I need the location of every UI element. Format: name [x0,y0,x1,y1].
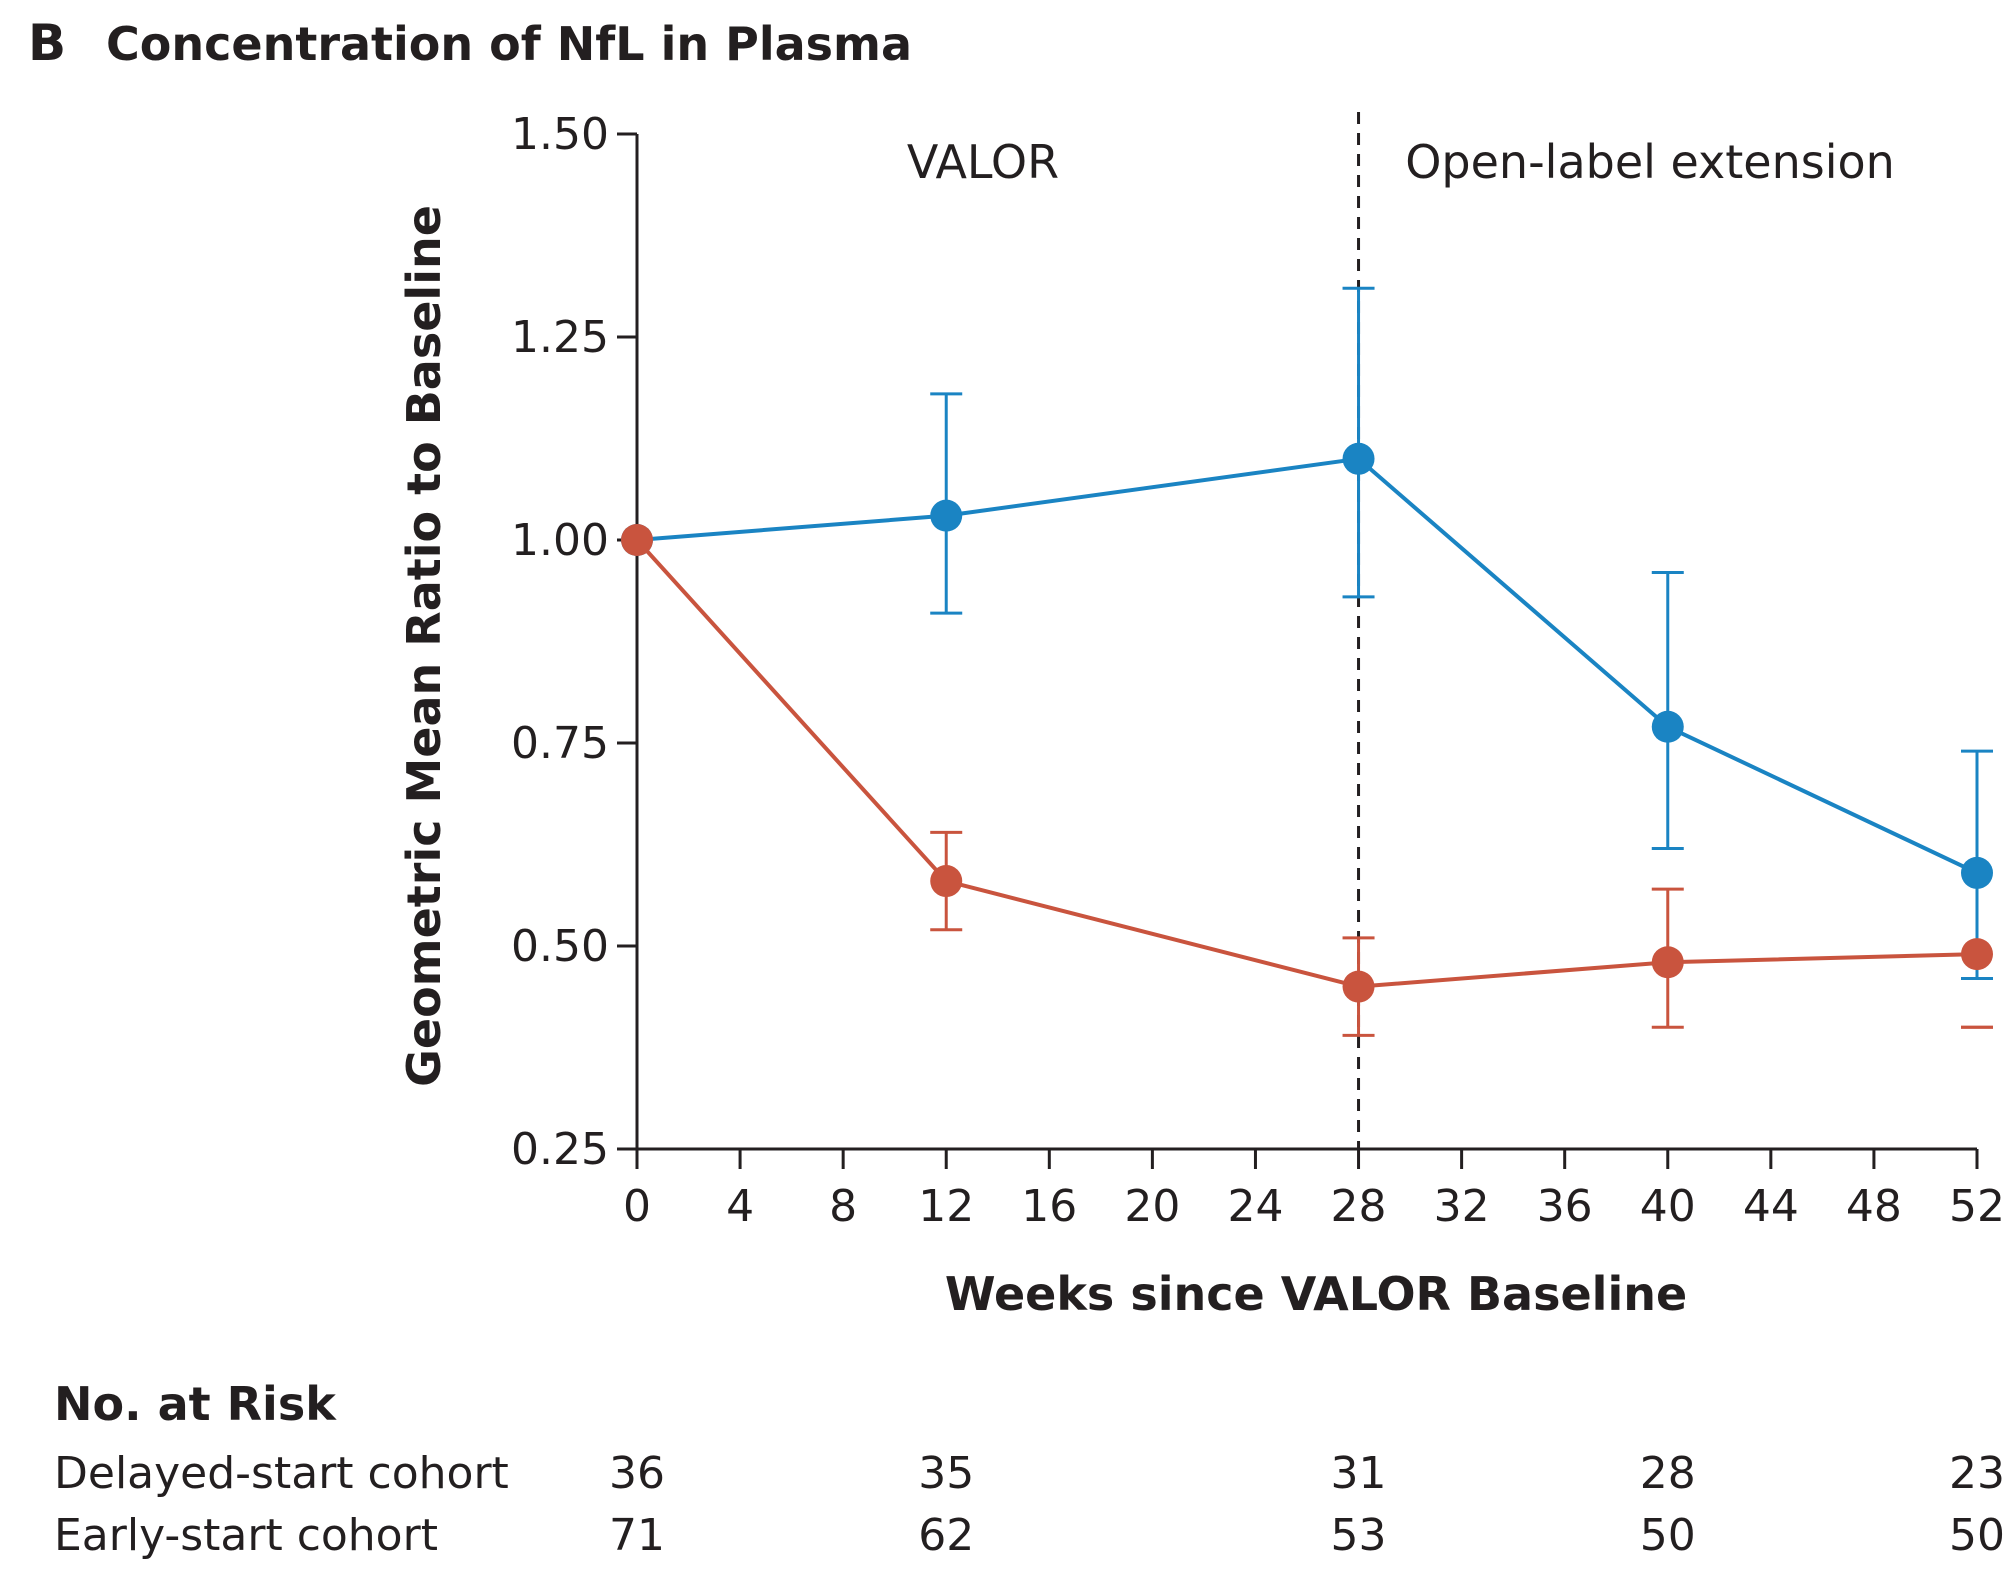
risk-value-delayed: 35 [918,1448,974,1499]
y-tick-label: 0.50 [511,921,609,972]
region-label-open-label: Open-label extension [1405,135,1895,189]
data-point-delayed [930,499,963,532]
data-point-early [1961,938,1993,971]
risk-value-early: 62 [918,1510,974,1561]
data-point-early [1342,970,1375,1003]
data-point-delayed [1651,710,1684,743]
risk-value-early: 53 [1331,1510,1387,1561]
chart-title: Concentration of NfL in Plasma [106,17,912,71]
data-point-early [1651,946,1684,979]
series-line-early [635,538,1978,989]
x-tick-label: 32 [1434,1181,1490,1232]
x-tick-label: 12 [918,1181,974,1232]
risk-row-label-delayed: Delayed-start cohort [54,1448,509,1499]
y-tick-label: 1.00 [511,515,609,566]
data-point-delayed [1961,856,1993,889]
x-tick-label: 20 [1124,1181,1180,1232]
x-tick-label: 28 [1331,1181,1387,1232]
risk-value-early: 50 [1949,1510,2005,1561]
series-line-delayed [636,456,1978,875]
risk-value-delayed: 36 [609,1448,665,1499]
region-label-valor: VALOR [907,135,1059,189]
x-tick-label: 48 [1846,1181,1902,1232]
risk-value-delayed: 23 [1949,1448,2005,1499]
x-tick-label: 0 [623,1181,651,1232]
series-delayed [621,286,1993,980]
y-tick-label: 1.50 [511,109,609,160]
series-early [621,524,1993,1037]
y-tick-label: 1.25 [511,312,609,363]
y-axis-label: Geometric Mean Ratio to Baseline [397,205,451,1087]
data-point-early [621,524,653,556]
data-point-early [930,865,963,898]
risk-table-heading: No. at Risk [54,1377,337,1431]
data-point-delayed [1342,442,1375,475]
x-tick-label: 40 [1640,1181,1696,1232]
x-tick-label: 52 [1949,1181,2005,1232]
x-tick-label: 44 [1743,1181,1799,1232]
risk-value-delayed: 28 [1640,1448,1696,1499]
x-tick-label: 36 [1537,1181,1593,1232]
x-axis-label: Weeks since VALOR Baseline [945,1267,1687,1321]
y-tick-label: 0.25 [511,1124,609,1175]
risk-value-early: 71 [609,1510,665,1561]
risk-value-early: 50 [1640,1510,1696,1561]
risk-value-delayed: 31 [1331,1448,1387,1499]
y-tick-label: 0.75 [511,718,609,769]
x-tick-label: 8 [829,1181,857,1232]
x-tick-label: 16 [1021,1181,1077,1232]
x-tick-label: 24 [1227,1181,1283,1232]
risk-row-label-early: Early-start cohort [54,1510,438,1561]
x-tick-label: 4 [726,1181,754,1232]
panel-letter: B [28,14,66,72]
